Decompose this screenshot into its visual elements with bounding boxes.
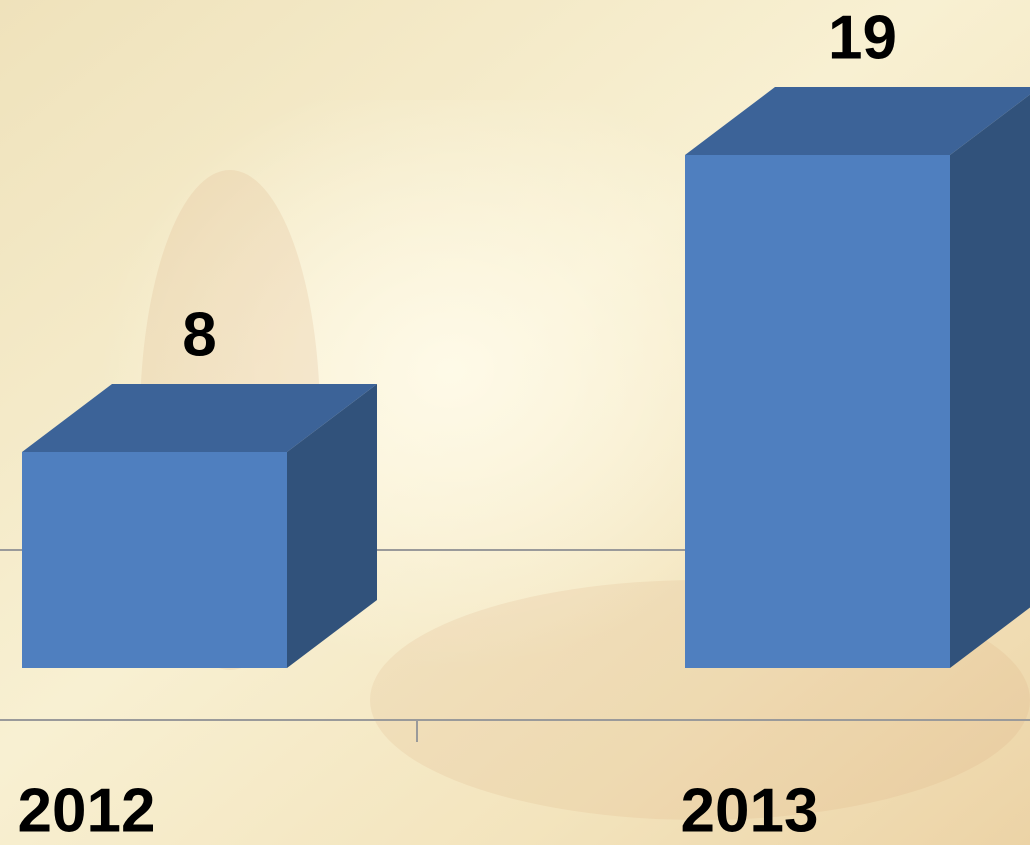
x-tick-label: 2012 bbox=[18, 776, 156, 845]
data-label: 8 bbox=[182, 300, 216, 369]
bar bbox=[22, 452, 287, 668]
data-label: 19 bbox=[828, 3, 897, 72]
page: {"chart_data": {"type": "bar3d", "catego… bbox=[0, 0, 1030, 845]
x-tick-label: 2013 bbox=[681, 776, 819, 845]
bar-side bbox=[950, 87, 1030, 668]
chart: 8 2012 19 2013 bbox=[0, 0, 1030, 845]
bar bbox=[685, 155, 950, 668]
